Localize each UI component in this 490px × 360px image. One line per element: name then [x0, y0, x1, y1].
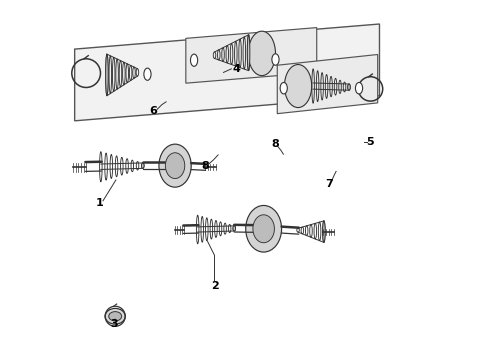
- Ellipse shape: [272, 54, 279, 65]
- Ellipse shape: [248, 31, 275, 76]
- Ellipse shape: [322, 221, 325, 242]
- Ellipse shape: [105, 309, 125, 324]
- Polygon shape: [74, 24, 379, 121]
- Text: 8: 8: [271, 139, 279, 149]
- Ellipse shape: [245, 206, 282, 252]
- Ellipse shape: [348, 84, 350, 90]
- Ellipse shape: [285, 64, 312, 108]
- Ellipse shape: [159, 144, 191, 187]
- Ellipse shape: [166, 153, 185, 179]
- Ellipse shape: [142, 163, 144, 168]
- Ellipse shape: [280, 82, 287, 94]
- Polygon shape: [186, 28, 317, 83]
- Ellipse shape: [191, 54, 197, 66]
- Text: 5: 5: [366, 138, 373, 147]
- Text: 3: 3: [110, 319, 118, 329]
- Ellipse shape: [233, 226, 236, 231]
- Ellipse shape: [247, 35, 250, 71]
- Text: 1: 1: [96, 198, 104, 208]
- Text: 4: 4: [232, 64, 240, 74]
- Text: 7: 7: [325, 179, 333, 189]
- Ellipse shape: [253, 215, 274, 243]
- Ellipse shape: [144, 68, 151, 80]
- Text: 8: 8: [201, 161, 209, 171]
- Text: 2: 2: [211, 281, 219, 291]
- Ellipse shape: [109, 312, 122, 321]
- Ellipse shape: [106, 54, 108, 96]
- Polygon shape: [277, 54, 378, 114]
- Ellipse shape: [355, 82, 363, 94]
- Text: 6: 6: [149, 106, 157, 116]
